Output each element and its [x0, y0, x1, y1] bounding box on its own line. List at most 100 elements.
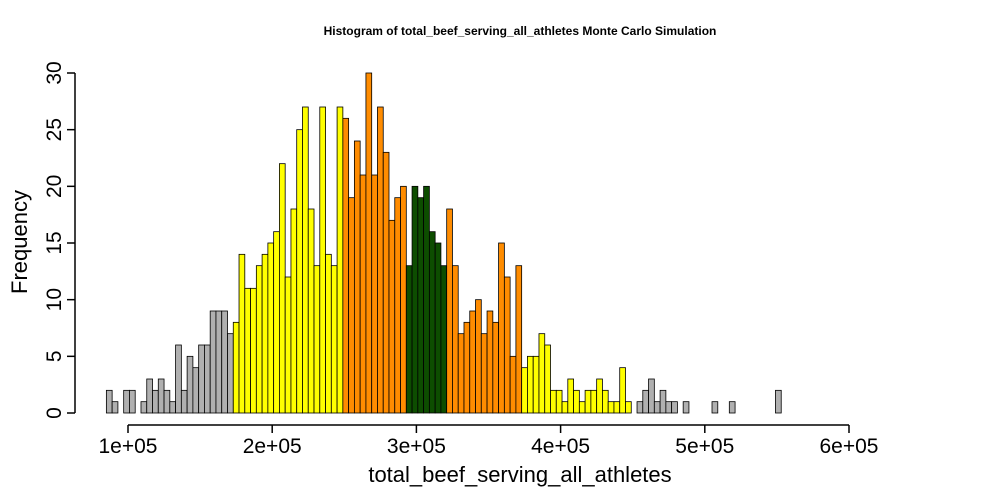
- y-axis: 0 5 10 15 20 25 30: [43, 61, 76, 419]
- histogram-bar: [728, 401, 736, 414]
- histogram-bar: [261, 253, 269, 414]
- histogram-bar: [307, 208, 315, 414]
- histogram-bar: [480, 333, 488, 414]
- x-tick-label: 2e+05: [243, 435, 302, 458]
- y-tick-label: 5: [43, 350, 66, 362]
- histogram-bar: [573, 389, 580, 414]
- histogram-bar: [463, 321, 471, 414]
- histogram-bar: [428, 231, 436, 414]
- histogram-bar: [313, 265, 321, 414]
- histogram-bar: [642, 389, 649, 414]
- histogram-bar: [532, 355, 540, 414]
- histogram-bar: [238, 253, 246, 414]
- histogram-bar: [129, 389, 136, 414]
- histogram-bar: [682, 401, 690, 414]
- y-tick-label: 20: [43, 175, 66, 198]
- histogram-bar: [394, 197, 401, 414]
- histogram-bar: [544, 344, 551, 414]
- x-tick-label: 4e+05: [531, 435, 590, 458]
- bars-group: [105, 72, 782, 414]
- histogram-bar: [486, 310, 494, 414]
- histogram-bar: [775, 389, 782, 414]
- histogram-bar: [336, 106, 344, 414]
- histogram-bar: [527, 355, 534, 414]
- histogram-bar: [382, 151, 390, 414]
- histogram-bar: [653, 401, 661, 414]
- histogram-bar: [221, 310, 228, 414]
- histogram-bar: [671, 401, 678, 414]
- histogram-bar: [290, 208, 298, 414]
- histogram-bar: [498, 242, 505, 414]
- histogram-bar: [175, 344, 182, 414]
- histogram-bar: [157, 378, 165, 414]
- histogram-bar: [567, 378, 574, 414]
- chart-title: Histogram of total_beef_serving_all_athl…: [324, 24, 717, 38]
- histogram-bar: [659, 389, 667, 414]
- histogram-bar: [232, 321, 240, 414]
- histogram-bar: [434, 242, 442, 414]
- histogram-bar: [446, 208, 453, 414]
- histogram-bar: [279, 163, 286, 414]
- histogram-bar: [105, 389, 113, 414]
- histogram-bar: [515, 265, 523, 414]
- histogram-bar: [209, 310, 217, 414]
- histogram-bar: [619, 367, 626, 414]
- histogram-bar: [503, 276, 511, 414]
- histogram-bar: [423, 185, 430, 414]
- histogram-bar: [636, 401, 644, 414]
- histogram-bar: [371, 174, 378, 414]
- histogram-bar: [457, 333, 465, 414]
- y-tick-label: 25: [43, 118, 66, 141]
- histogram-bar: [180, 389, 188, 414]
- histogram-bar: [509, 355, 517, 414]
- histogram-bar: [348, 197, 355, 414]
- histogram-bar: [250, 287, 257, 414]
- histogram-bar: [215, 310, 223, 414]
- histogram-bar: [602, 389, 609, 414]
- histogram-bar: [146, 378, 153, 414]
- histogram-bar: [186, 355, 194, 414]
- histogram-bar: [411, 185, 419, 414]
- histogram-bar: [192, 367, 200, 414]
- x-axis: 1e+05 2e+05 3e+05 4e+05 5e+05 6e+05: [99, 424, 878, 458]
- histogram-bar: [359, 174, 367, 414]
- y-axis-label: Frequency: [7, 190, 32, 294]
- y-tick-label: 15: [43, 231, 66, 254]
- histogram-bar: [227, 333, 234, 414]
- histogram-bar: [469, 310, 476, 414]
- histogram-bar: [169, 401, 176, 414]
- histogram-bar: [521, 367, 528, 414]
- histogram-bar: [452, 265, 459, 414]
- histogram-bar: [273, 231, 280, 414]
- histogram-bar: [584, 389, 592, 414]
- histogram-bar: [388, 219, 396, 414]
- histogram-bar: [607, 401, 615, 414]
- histogram-bar: [325, 253, 332, 414]
- histogram-bar: [377, 106, 384, 414]
- histogram-bar: [417, 197, 425, 414]
- histogram-bar: [365, 72, 373, 414]
- histogram-bar: [330, 265, 338, 414]
- histogram-bar: [319, 106, 326, 414]
- histogram-bar: [590, 389, 598, 414]
- histogram-bar: [111, 401, 119, 414]
- histogram-bar: [648, 378, 655, 414]
- histogram-bar: [244, 287, 251, 414]
- histogram-bar: [296, 129, 303, 414]
- x-tick-label: 3e+05: [387, 435, 446, 458]
- y-tick-label: 10: [43, 288, 66, 311]
- histogram-bar: [123, 389, 130, 414]
- histogram-bar: [613, 401, 621, 414]
- histogram-bar: [204, 344, 211, 414]
- histogram-bar: [255, 265, 263, 414]
- x-tick-label: 1e+05: [99, 435, 158, 458]
- histogram-bar: [342, 117, 350, 414]
- y-tick-label: 0: [43, 407, 66, 419]
- histogram-bar: [302, 106, 309, 414]
- x-axis-label: total_beef_serving_all_athletes: [368, 462, 671, 487]
- histogram-bar: [596, 378, 603, 414]
- histogram-bar: [555, 389, 563, 414]
- histogram-bar: [492, 321, 499, 414]
